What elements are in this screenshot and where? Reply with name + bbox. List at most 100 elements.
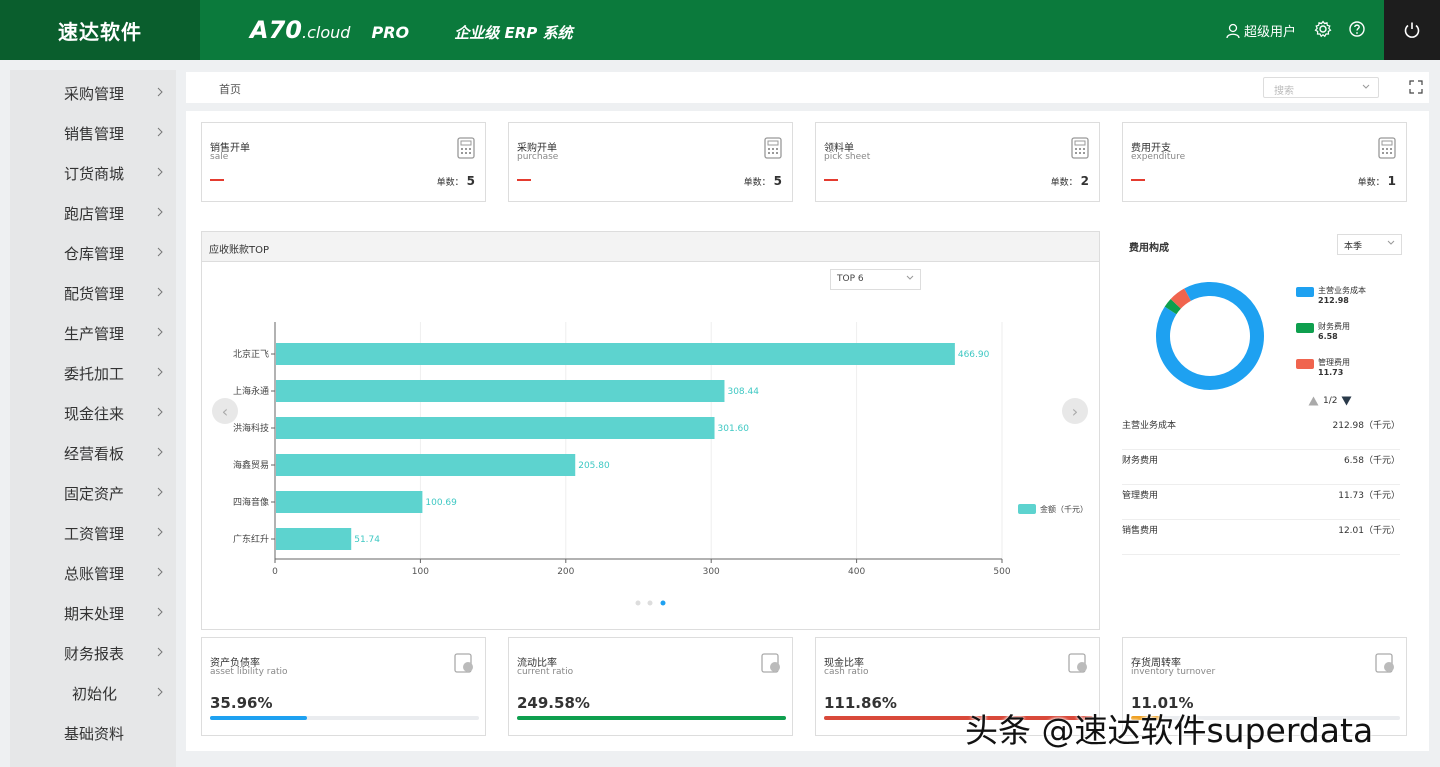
user-menu[interactable]: 超级用户 [1226, 21, 1296, 40]
sidebar-item[interactable]: 基础资料 [10, 713, 176, 753]
chevron-right-icon [157, 607, 163, 617]
expense-row-name: 主营业务成本 [1122, 421, 1177, 431]
sidebar-item[interactable]: 销售管理 [10, 113, 176, 153]
sidebar-item[interactable]: 财务报表 [10, 633, 176, 673]
period-select[interactable]: 本季 [1337, 234, 1402, 255]
triangle-down-icon[interactable] [1341, 396, 1352, 406]
sidebar-item-label: 委托加工 [64, 364, 125, 383]
bar [276, 491, 423, 513]
calculator-icon [1378, 137, 1396, 159]
kpi-count-value: 2 [1080, 174, 1089, 188]
x-tick-label: 300 [703, 567, 720, 577]
kpi-title: 采购开单 [517, 143, 557, 154]
ratio-title: 现金比率 [824, 658, 864, 669]
ratio-title: 资产负债率 [210, 658, 260, 669]
sidebar-item-label: 配货管理 [64, 284, 125, 303]
x-tick-label: 0 [272, 567, 278, 577]
x-tick-label: 500 [993, 567, 1010, 577]
chevron-right-icon [157, 487, 163, 497]
ratio-subtitle: cash ratio [824, 667, 869, 677]
power-button[interactable] [1384, 0, 1440, 60]
sidebar-item[interactable]: 仓库管理 [10, 233, 176, 273]
box-icon [1375, 653, 1394, 673]
top-n-select[interactable]: TOP 6 [830, 269, 921, 290]
logo-main: A70 [250, 16, 302, 44]
sidebar-item[interactable]: 总账管理 [10, 553, 176, 593]
kpi-count-value: 5 [773, 174, 782, 188]
expense-row: 销售费用 12.01（千元） [1122, 520, 1400, 555]
kpi-card[interactable]: 费用开支 expenditure 单数： 1 [1122, 122, 1407, 202]
sidebar-item-label: 总账管理 [64, 564, 125, 583]
sidebar-item-label: 销售管理 [64, 124, 125, 143]
legend-value: 6.58 [1318, 332, 1338, 341]
legend-pager: 1/2 [1308, 396, 1352, 406]
kpi-count: 单数： 2 [1051, 174, 1089, 188]
sidebar-item[interactable]: 采购管理 [10, 73, 176, 113]
breadcrumb-bar: 首页 搜索 [186, 72, 1429, 103]
ratio-card[interactable]: 存货周转率 inventory turnover 11.01% [1122, 637, 1407, 736]
sidebar-item[interactable]: 经营看板 [10, 433, 176, 473]
donut-slice[interactable] [1164, 299, 1181, 315]
legend-name: 主营业务成本 [1318, 286, 1366, 295]
category-label: 上海永通 [233, 385, 269, 397]
expense-row: 主营业务成本 212.98（千元） [1122, 415, 1400, 450]
x-tick-label: 100 [412, 567, 429, 577]
kpi-card[interactable]: 采购开单 purchase 单数： 5 [508, 122, 793, 202]
help-icon[interactable] [1348, 20, 1366, 38]
sidebar-item[interactable]: 配货管理 [10, 273, 176, 313]
chevron-right-icon [157, 167, 163, 177]
sidebar: 采购管理销售管理订货商城 跑店管理 仓库管理配货管理生产管理委托加工现金往来 经营看板… [10, 70, 176, 767]
ratio-card[interactable]: 资产负债率 asset libility ratio 35.96% [201, 637, 486, 736]
sidebar-item[interactable]: 初始化 [10, 673, 176, 713]
sidebar-item[interactable]: 跑店管理 [10, 193, 176, 233]
ratio-progress-fill [517, 716, 786, 720]
sidebar-item[interactable]: 期末处理 [10, 593, 176, 633]
kpi-dash [1131, 179, 1145, 181]
chevron-down-icon [1387, 240, 1395, 245]
search-select[interactable]: 搜索 [1263, 77, 1379, 98]
data-label: 100.69 [425, 498, 457, 508]
search-placeholder: 搜索 [1274, 86, 1294, 97]
legend-swatch [1296, 359, 1314, 369]
breadcrumb-home[interactable]: 首页 [219, 83, 241, 96]
calculator-icon [764, 137, 782, 159]
chevron-right-icon [157, 287, 163, 297]
kpi-count-value: 1 [1387, 174, 1396, 188]
kpi-card[interactable]: 领料单 pick sheet 单数： 2 [815, 122, 1100, 202]
kpi-count-label: 单数： [436, 178, 464, 188]
kpi-count-label: 单数： [1050, 178, 1078, 188]
ratio-value: 111.86% [824, 694, 897, 712]
chart-prev-button[interactable]: ‹ [212, 398, 238, 424]
sidebar-item-label: 初始化 [72, 684, 118, 703]
kpi-dash [824, 179, 838, 181]
ratio-card[interactable]: 现金比率 cash ratio 111.86% [815, 637, 1100, 736]
fullscreen-icon[interactable] [1409, 80, 1423, 94]
donut-slice[interactable] [1170, 288, 1192, 309]
chevron-right-icon [157, 447, 163, 457]
sidebar-item[interactable]: 固定资产 [10, 473, 176, 513]
pager-dot [647, 600, 653, 606]
bar [276, 380, 725, 402]
receivables-title: 应收账款TOP [202, 232, 1099, 262]
data-label: 205.80 [578, 461, 610, 471]
sidebar-item[interactable]: 委托加工 [10, 353, 176, 393]
kpi-count: 单数： 1 [1358, 174, 1396, 188]
triangle-up-icon[interactable] [1308, 396, 1319, 406]
kpi-dash [517, 179, 531, 181]
sidebar-item[interactable]: 生产管理 [10, 313, 176, 353]
bar [276, 417, 715, 439]
ratio-title: 流动比率 [517, 658, 557, 669]
ratio-card[interactable]: 流动比率 current ratio 249.58% [508, 637, 793, 736]
sidebar-item[interactable]: 现金往来 [10, 393, 176, 433]
kpi-subtitle: purchase [517, 152, 559, 162]
legend-label: 金额（千元） [1040, 504, 1088, 514]
kpi-card[interactable]: 销售开单 sale 单数： 5 [201, 122, 486, 202]
chevron-right-icon [157, 367, 163, 377]
kpi-count: 单数： 5 [437, 174, 475, 188]
sidebar-item[interactable]: 工资管理 [10, 513, 176, 553]
donut-slice[interactable] [1156, 282, 1264, 390]
chart-next-button[interactable]: › [1062, 398, 1088, 424]
gear-icon[interactable] [1314, 20, 1332, 38]
sidebar-item[interactable]: 订货商城 [10, 153, 176, 193]
sidebar-item-label: 生产管理 [64, 324, 125, 343]
